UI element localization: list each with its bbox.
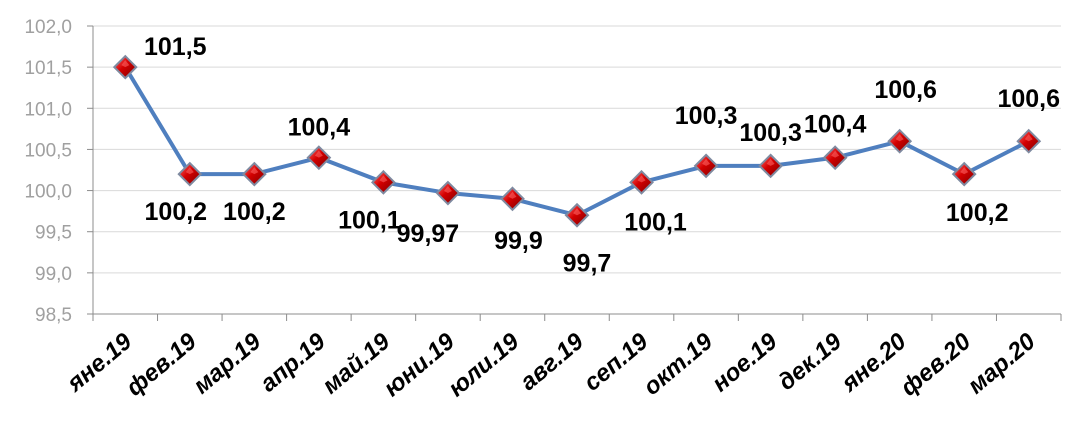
y-tick-labels: 98,5 99,0 99,5 100,0 100,5 101,0 101,5 102,0	[24, 17, 72, 326]
y-tick-label: 101,5	[24, 58, 72, 79]
y-tick-label: 100,0	[24, 182, 72, 203]
x-tick-label: юни.19	[379, 327, 461, 402]
x-tick-label: фев.19	[121, 328, 202, 402]
y-tick-label: 102,0	[24, 17, 72, 38]
data-point-marker	[951, 161, 977, 187]
data-label: 100,6	[874, 76, 937, 104]
data-point-marker	[112, 54, 138, 80]
data-point-marker	[177, 161, 203, 187]
data-label: 99,97	[397, 220, 460, 248]
gridlines	[93, 25, 1061, 274]
y-tick-label: 99,0	[35, 264, 72, 285]
data-label: 100,3	[675, 102, 738, 130]
data-label: 100,3	[739, 119, 802, 147]
data-point-marker	[822, 145, 848, 171]
data-label: 100,4	[288, 114, 351, 142]
data-point-marker	[241, 161, 267, 187]
data-label: 100,2	[223, 198, 286, 226]
data-label: 100,4	[804, 111, 867, 139]
data-label: 100,1	[624, 208, 687, 236]
x-tick-label: фев.20	[896, 328, 977, 402]
x-tick-label: окт.19	[638, 327, 718, 400]
data-point-marker	[564, 202, 590, 228]
data-label: 101,5	[144, 33, 207, 61]
data-markers	[112, 54, 1042, 228]
data-label: 100,6	[997, 85, 1060, 113]
x-tick-labels: яне.19фев.19мар.19апр.19май.19юни.19юли.…	[61, 327, 1042, 402]
x-tick-label: юли.19	[443, 327, 525, 402]
y-tick-label: 98,5	[35, 305, 72, 326]
data-point-marker	[629, 169, 654, 195]
x-tick-label: мар.19	[188, 327, 266, 399]
axes	[87, 25, 1062, 321]
data-label: 100,2	[145, 198, 208, 226]
data-point-marker	[887, 128, 913, 154]
data-point-marker	[500, 186, 525, 212]
data-point-marker	[1016, 128, 1042, 154]
data-point-marker	[693, 153, 719, 179]
x-tick-label: мар.20	[963, 327, 1041, 399]
data-label: 99,9	[494, 227, 543, 255]
y-tick-label: 99,5	[35, 223, 72, 244]
data-point-marker	[758, 153, 784, 179]
data-point-marker	[435, 180, 461, 206]
x-tick-label: ное.19	[707, 327, 783, 397]
data-label: 99,7	[563, 249, 612, 277]
y-tick-label: 100,5	[24, 140, 72, 161]
y-tick-label: 101,0	[24, 99, 72, 120]
data-label: 100,2	[946, 199, 1009, 227]
data-label: 100,1	[338, 206, 401, 234]
x-tick-label: апр.19	[255, 327, 331, 397]
x-tick-label: дек.19	[773, 327, 847, 395]
x-tick-label: авг.19	[515, 327, 589, 395]
data-point-marker	[306, 145, 332, 171]
data-point-marker	[370, 169, 396, 195]
